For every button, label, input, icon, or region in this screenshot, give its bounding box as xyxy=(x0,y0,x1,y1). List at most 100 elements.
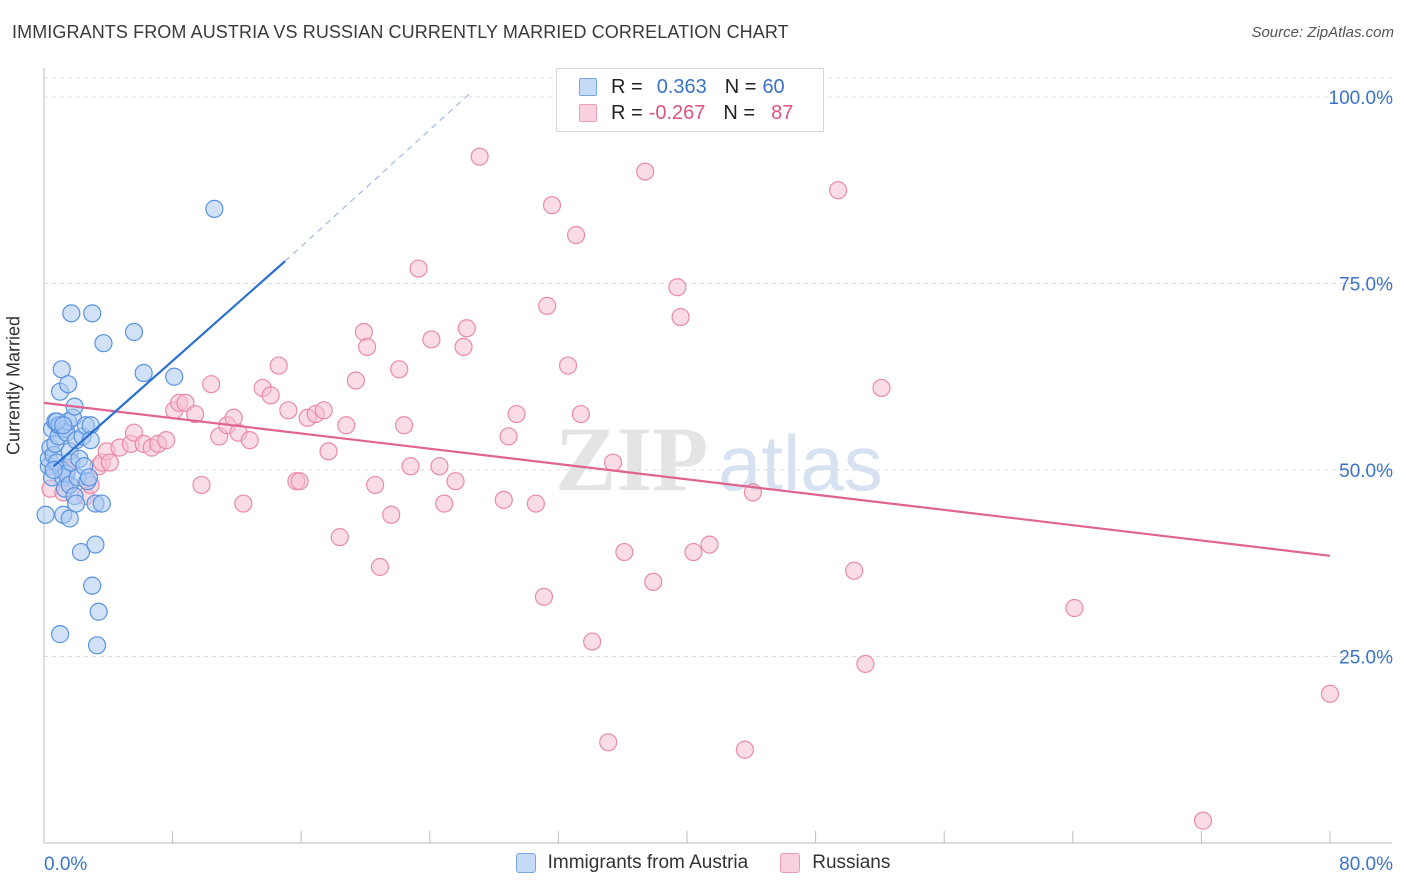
data-point-austria xyxy=(79,468,99,487)
data-point-russians xyxy=(279,401,298,420)
data-point-russians xyxy=(435,494,454,513)
data-point-austria xyxy=(205,199,224,218)
data-point-russians xyxy=(538,296,557,315)
data-point-russians xyxy=(202,375,221,394)
data-point-russians xyxy=(534,587,554,606)
data-point-austria xyxy=(87,636,107,655)
data-point-russians xyxy=(668,278,687,297)
data-point-russians xyxy=(240,431,259,450)
data-point-austria xyxy=(89,602,108,621)
data-point-russians xyxy=(422,330,441,349)
data-point-russians xyxy=(1065,598,1084,618)
data-point-austria xyxy=(94,334,113,353)
legend-r-value-russians: -0.267 xyxy=(648,101,706,124)
legend-n-label: N = xyxy=(724,75,757,98)
data-point-russians xyxy=(735,740,754,759)
series-legend-russians: Russians xyxy=(780,852,890,874)
data-point-russians xyxy=(319,442,338,461)
data-point-austria xyxy=(62,304,81,323)
data-point-russians xyxy=(507,404,526,424)
data-point-russians xyxy=(526,494,545,513)
data-point-austria xyxy=(71,542,91,562)
data-point-russians xyxy=(599,733,618,752)
data-point-russians xyxy=(470,147,489,166)
series-label-russians: Russians xyxy=(812,852,891,873)
data-point-russians xyxy=(269,356,288,375)
y-tick-label: 100.0% xyxy=(1329,88,1394,109)
x-tick-label-start: 0.0% xyxy=(44,854,87,875)
data-point-russians xyxy=(457,319,476,338)
chart-title: IMMIGRANTS FROM AUSTRIA VS RUSSIAN CURRE… xyxy=(12,22,789,42)
trendline-austria xyxy=(52,260,286,468)
legend-row-russians: R = -0.267 N = 87 xyxy=(579,100,793,126)
data-point-russians xyxy=(856,654,875,674)
legend-swatch-austria xyxy=(579,78,597,96)
data-point-russians xyxy=(499,427,518,446)
data-point-russians xyxy=(566,225,586,245)
data-point-russians xyxy=(186,404,205,424)
data-point-russians xyxy=(446,472,465,491)
data-point-russians xyxy=(409,259,428,278)
data-point-austria xyxy=(54,416,73,435)
y-tick-label: 50.0% xyxy=(1339,461,1393,482)
data-point-russians xyxy=(684,542,703,562)
data-point-russians xyxy=(845,561,864,580)
data-point-russians xyxy=(314,401,333,420)
data-point-russians xyxy=(370,557,390,577)
data-point-russians xyxy=(644,572,663,592)
correlation-legend: R = 0.363 N = 60 R = -0.267 N = 87 xyxy=(556,68,824,132)
data-point-austria xyxy=(124,322,144,342)
data-point-russians xyxy=(454,337,473,357)
data-point-russians xyxy=(100,453,120,472)
legend-r-label: R = xyxy=(611,101,643,124)
legend-n-value-austria: 60 xyxy=(762,75,785,98)
y-tick-label: 75.0% xyxy=(1339,275,1393,296)
legend-row-austria: R = 0.363 N = 60 xyxy=(579,74,785,100)
data-point-russians xyxy=(542,196,562,215)
chart-source: Source: ZipAtlas.com xyxy=(1251,24,1394,41)
data-point-austria xyxy=(59,375,78,394)
data-point-russians xyxy=(829,181,848,200)
watermark-zip: ZIP xyxy=(555,408,708,510)
data-point-russians xyxy=(366,475,385,495)
data-point-russians xyxy=(583,632,602,651)
data-point-russians xyxy=(290,472,309,491)
data-point-russians xyxy=(358,337,377,357)
trendline-russians xyxy=(43,401,1331,557)
legend-n-label: N = xyxy=(723,101,756,124)
data-point-austria xyxy=(36,505,55,524)
data-point-austria xyxy=(165,367,184,386)
data-point-russians xyxy=(615,542,634,562)
data-point-russians xyxy=(1193,811,1213,830)
data-point-russians xyxy=(157,431,176,450)
data-point-russians xyxy=(346,371,365,390)
legend-n-value-russians: 87 xyxy=(771,101,794,124)
data-point-austria xyxy=(83,576,102,595)
series-swatch-austria xyxy=(515,853,536,873)
data-point-austria xyxy=(44,460,63,480)
data-point-austria xyxy=(92,494,111,513)
data-point-austria xyxy=(134,363,153,383)
data-point-russians xyxy=(671,307,690,327)
data-point-russians xyxy=(354,322,373,342)
data-point-russians xyxy=(192,475,211,495)
data-point-russians xyxy=(1320,684,1340,703)
y-tick-label: 25.0% xyxy=(1339,648,1393,669)
data-point-russians xyxy=(636,162,655,181)
data-point-austria xyxy=(67,494,86,513)
data-point-russians xyxy=(382,505,401,524)
x-tick-label-end: 80.0% xyxy=(1339,854,1393,875)
legend-r-label: R = xyxy=(611,75,643,98)
series-swatch-russians xyxy=(780,853,801,873)
data-point-russians xyxy=(401,457,420,476)
data-point-russians xyxy=(234,494,253,513)
data-point-russians xyxy=(872,378,891,398)
data-point-austria xyxy=(86,535,105,554)
data-point-russians xyxy=(394,416,414,435)
data-point-russians xyxy=(330,528,349,547)
y-axis-label: Currently Married xyxy=(3,315,24,455)
data-point-russians xyxy=(494,490,513,509)
data-point-russians xyxy=(603,453,623,472)
series-legend-austria: Immigrants from Austria xyxy=(515,852,748,874)
